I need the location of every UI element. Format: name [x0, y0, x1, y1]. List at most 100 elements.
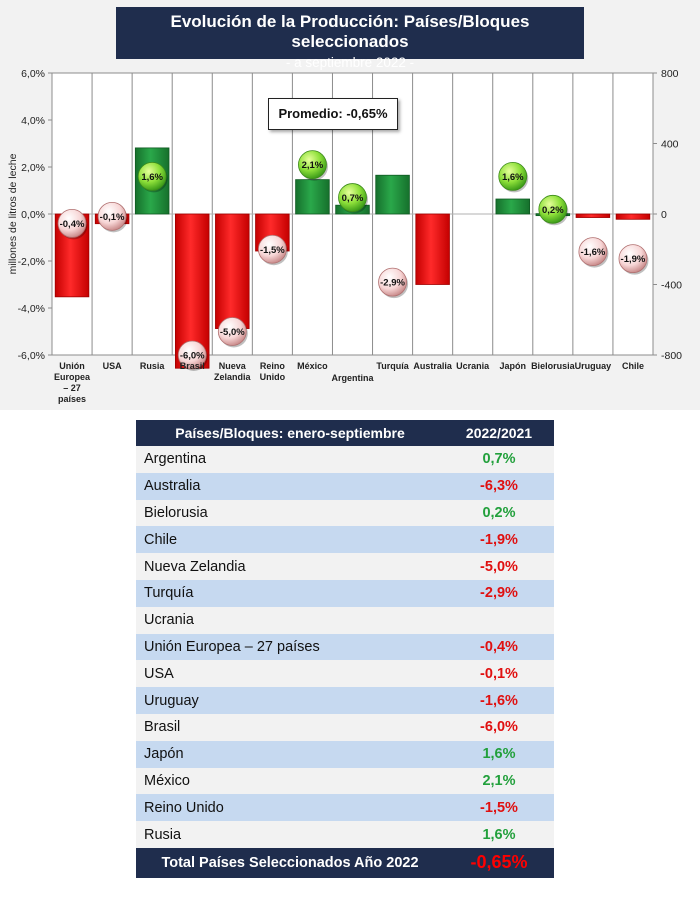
change-value: -1,9% [444, 526, 554, 554]
table-row: Chile -1,9% [136, 526, 554, 554]
change-value: -6,3% [444, 472, 554, 500]
total-row: Total Países Seleccionados Año 2022 -0,65… [136, 847, 554, 878]
data-bubble [97, 201, 127, 231]
data-bubble [298, 150, 327, 180]
right-tick-label: -400 [661, 280, 682, 292]
country-name: Ucrania [136, 606, 444, 634]
data-label: -1,9% [621, 254, 646, 265]
data-bubble [217, 317, 247, 346]
change-value: 1,6% [444, 740, 554, 768]
country-name: Nueva Zelandia [136, 553, 444, 580]
country-name: Brasil [136, 713, 444, 741]
left-tick-label: 6,0% [21, 68, 45, 80]
change-value: 0,7% [444, 446, 554, 473]
data-label: -2,9% [380, 278, 405, 289]
category-label: Reino Unido [260, 361, 286, 382]
country-name: Japón [136, 740, 444, 768]
bar [215, 213, 250, 329]
data-bubble [538, 194, 568, 224]
category-label: Australia [413, 361, 453, 371]
change-value: 1,6% [444, 821, 554, 848]
left-tick-label: -6,0% [18, 350, 45, 362]
data-label: 0,7% [342, 193, 364, 204]
table-row: Australia -6,3% [136, 472, 554, 500]
data-label: -5,0% [220, 327, 245, 338]
table-row: Brasil -6,0% [136, 713, 554, 741]
country-name: Unión Europea – 27 países [136, 633, 444, 661]
category-label: Bielorusia [531, 361, 576, 371]
category-label: Argentina [331, 373, 374, 383]
bar [295, 179, 330, 215]
left-tick-label: -2,0% [18, 256, 45, 268]
change-value: -0,4% [444, 633, 554, 661]
right-tick-label: 0 [661, 209, 667, 221]
change-value: -1,5% [444, 794, 554, 822]
left-tick-label: 0,0% [21, 209, 45, 221]
data-label: -1,5% [260, 245, 285, 256]
bar [495, 198, 530, 215]
data-label: -0,1% [100, 212, 125, 223]
change-value: -0,1% [444, 660, 554, 688]
country-name: Chile [136, 526, 444, 554]
change-value: 0,2% [444, 499, 554, 527]
table-row: Nueva Zelandia -5,0% [136, 553, 554, 580]
data-bubble [338, 183, 367, 212]
category-label: Ucrania [456, 361, 490, 371]
bar [575, 213, 611, 218]
chart-title: Evolución de la Producción: Países/Bloqu… [170, 12, 530, 51]
country-name: Bielorusia [136, 499, 444, 527]
data-bubble [137, 161, 167, 191]
category-label: Chile [622, 361, 644, 371]
category-label: Rusia [140, 361, 166, 371]
table-row: Uruguay -1,6% [136, 687, 554, 714]
data-bubble [257, 234, 287, 264]
change-value: -2,9% [444, 579, 554, 607]
country-name: Turquía [136, 579, 444, 607]
table-row: Ucrania [136, 606, 554, 634]
change-value: -5,0% [444, 553, 554, 580]
table-header-row: Países/Bloques: enero-septiembre 2022/20… [136, 420, 554, 446]
category-label: Japón [500, 361, 527, 371]
data-label: 1,6% [141, 172, 163, 183]
bar [615, 213, 651, 220]
left-tick-label: -4,0% [18, 303, 45, 315]
country-name: Rusia [136, 821, 444, 848]
header-period: 2022/2021 [444, 420, 554, 446]
country-name: Reino Unido [136, 794, 444, 822]
data-label: -1,6% [580, 247, 605, 258]
table-row: Japón 1,6% [136, 740, 554, 768]
table-row: Reino Unido -1,5% [136, 794, 554, 822]
table-row: Unión Europea – 27 países -0,4% [136, 633, 554, 661]
table-row: Rusia 1,6% [136, 821, 554, 848]
category-label: Unión Europea – 27 países [54, 361, 91, 404]
table-row: Bielorusia 0,2% [136, 499, 554, 527]
category-label: Uruguay [575, 361, 612, 371]
left-tick-label: 4,0% [21, 115, 45, 127]
table-row: Turquía -2,9% [136, 579, 554, 607]
table-row: USA -0,1% [136, 660, 554, 688]
data-bubble [57, 208, 87, 238]
total-label: Total Países Seleccionados Año 2022 [136, 847, 444, 878]
left-tick-label: 2,0% [21, 162, 45, 174]
country-name: Uruguay [136, 687, 444, 714]
y-axis-label: millones de litros de leche [7, 153, 19, 274]
data-label: 2,1% [302, 160, 324, 171]
right-tick-label: 800 [661, 68, 679, 80]
summary-table: Países/Bloques: enero-septiembre 2022/20… [136, 420, 554, 878]
category-label: Nueva Zelandia [214, 361, 252, 382]
change-value: -6,0% [444, 713, 554, 741]
average-annotation: Promedio: -0,65% [268, 98, 398, 130]
category-label: Brasil [180, 361, 205, 371]
change-value: -1,6% [444, 687, 554, 714]
right-tick-label: 400 [661, 139, 679, 151]
data-label: -6,0% [180, 351, 205, 362]
data-bubble [177, 340, 207, 370]
total-value: -0,65% [444, 847, 554, 878]
table-row: México 2,1% [136, 767, 554, 795]
country-name: México [136, 767, 444, 795]
country-name: Argentina [136, 446, 444, 473]
chart-subtitle: - a septiembre 2022 - [285, 55, 415, 70]
data-label: 1,6% [502, 172, 524, 183]
country-name: USA [136, 660, 444, 688]
bar [375, 174, 410, 215]
